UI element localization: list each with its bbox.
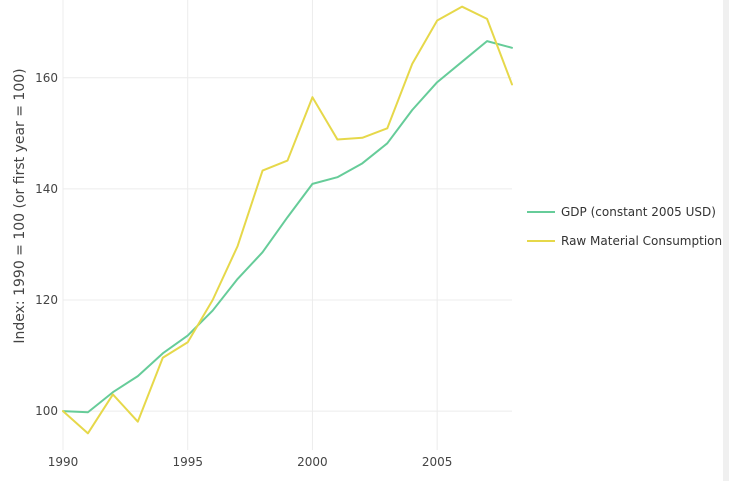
series-lines bbox=[62, 5, 513, 435]
grid-lines bbox=[62, 0, 512, 450]
y-axis-title: Index: 1990 = 100 (or first year = 100) bbox=[12, 68, 28, 343]
y-tick-label: 160 bbox=[35, 71, 58, 85]
x-tick-label: 1990 bbox=[48, 455, 79, 469]
y-tick-label: 100 bbox=[35, 404, 58, 418]
y-tick-label: 120 bbox=[35, 293, 58, 307]
y-tick-label: 140 bbox=[35, 182, 58, 196]
y-axis-tick-labels: 100 120 140 160 bbox=[35, 71, 58, 418]
legend[interactable]: GDP (constant 2005 USD) Raw Material Cons… bbox=[527, 205, 722, 248]
x-tick-label: 1995 bbox=[172, 455, 203, 469]
legend-item-2[interactable]: Raw Material Consumption bbox=[527, 234, 722, 248]
x-axis-tick-labels: 1990 1995 2000 2005 bbox=[48, 455, 453, 469]
legend-label: Raw Material Consumption bbox=[561, 234, 722, 248]
scrollbar[interactable] bbox=[723, 0, 729, 481]
series-line-2 bbox=[62, 5, 513, 435]
legend-item-1[interactable]: GDP (constant 2005 USD) bbox=[527, 205, 716, 219]
legend-label: GDP (constant 2005 USD) bbox=[561, 205, 716, 219]
series-line-1 bbox=[62, 40, 513, 414]
x-tick-label: 2000 bbox=[297, 455, 328, 469]
x-tick-label: 2005 bbox=[422, 455, 453, 469]
